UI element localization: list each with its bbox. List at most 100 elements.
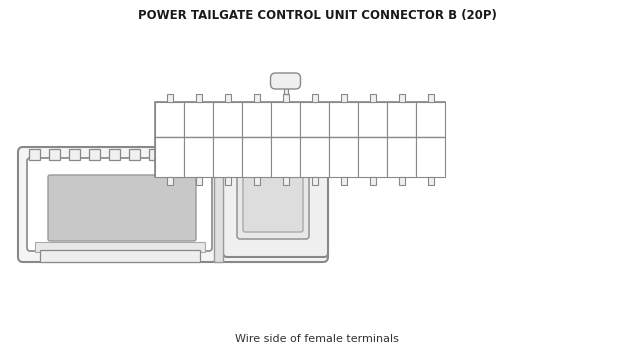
Bar bbox=[69, 149, 80, 160]
Bar bbox=[242, 137, 271, 177]
Bar bbox=[358, 102, 387, 137]
Bar bbox=[109, 149, 120, 160]
FancyBboxPatch shape bbox=[243, 176, 303, 232]
Text: 6: 6 bbox=[277, 105, 281, 114]
Bar bbox=[49, 149, 60, 160]
Text: GRY: GRY bbox=[305, 159, 324, 167]
Bar bbox=[370, 94, 375, 102]
Text: 17: 17 bbox=[245, 140, 255, 149]
Bar bbox=[399, 177, 404, 185]
Bar bbox=[399, 94, 404, 102]
Text: BLU: BLU bbox=[218, 159, 237, 167]
Bar bbox=[169, 149, 180, 160]
Text: GRN: GRN bbox=[189, 119, 209, 128]
FancyBboxPatch shape bbox=[237, 169, 309, 239]
Text: -: - bbox=[399, 159, 403, 167]
FancyBboxPatch shape bbox=[223, 149, 328, 257]
Text: 14: 14 bbox=[332, 140, 342, 149]
Text: WHT: WHT bbox=[274, 159, 297, 167]
Text: -: - bbox=[312, 119, 316, 128]
Bar bbox=[29, 149, 40, 160]
Text: 15: 15 bbox=[304, 140, 313, 149]
Bar bbox=[35, 242, 205, 252]
Bar bbox=[358, 137, 387, 177]
Text: 8: 8 bbox=[218, 105, 224, 114]
Text: LT
GRN: LT GRN bbox=[363, 154, 383, 172]
Bar bbox=[129, 149, 140, 160]
Bar bbox=[225, 94, 231, 102]
Bar bbox=[283, 86, 288, 94]
Text: 1: 1 bbox=[422, 105, 427, 114]
Text: 3: 3 bbox=[364, 105, 368, 114]
Bar bbox=[312, 94, 318, 102]
Bar bbox=[214, 147, 223, 262]
Bar bbox=[155, 137, 184, 177]
Bar bbox=[283, 94, 288, 102]
Text: POWER TAILGATE CONTROL UNIT CONNECTOR B (20P): POWER TAILGATE CONTROL UNIT CONNECTOR B … bbox=[138, 10, 497, 22]
Bar bbox=[416, 137, 445, 177]
Text: 13: 13 bbox=[361, 140, 371, 149]
Bar bbox=[427, 177, 434, 185]
Bar bbox=[166, 177, 173, 185]
Bar bbox=[340, 177, 347, 185]
Text: -: - bbox=[429, 119, 432, 128]
Text: 4: 4 bbox=[335, 105, 340, 114]
Bar bbox=[242, 102, 271, 137]
Text: WHT: WHT bbox=[159, 159, 180, 167]
Bar bbox=[329, 137, 358, 177]
Bar bbox=[329, 102, 358, 137]
Bar bbox=[196, 177, 201, 185]
Bar bbox=[340, 94, 347, 102]
Bar bbox=[387, 137, 416, 177]
Text: PNK: PNK bbox=[189, 159, 208, 167]
Bar bbox=[253, 177, 260, 185]
Bar bbox=[271, 102, 300, 137]
Bar bbox=[155, 102, 445, 177]
Text: 20: 20 bbox=[158, 140, 168, 149]
Text: 11: 11 bbox=[419, 140, 429, 149]
Bar bbox=[387, 102, 416, 137]
Bar bbox=[89, 149, 100, 160]
Text: WHT: WHT bbox=[333, 119, 354, 128]
Text: 2: 2 bbox=[392, 105, 398, 114]
Bar bbox=[300, 137, 329, 177]
Bar bbox=[427, 94, 434, 102]
Text: 7: 7 bbox=[248, 105, 253, 114]
Text: -: - bbox=[255, 119, 258, 128]
Text: 12: 12 bbox=[391, 140, 400, 149]
Bar bbox=[184, 102, 213, 137]
Bar bbox=[253, 94, 260, 102]
Bar bbox=[166, 94, 173, 102]
Text: 10: 10 bbox=[158, 105, 168, 114]
Bar bbox=[155, 102, 184, 137]
Bar bbox=[149, 149, 160, 160]
Bar bbox=[300, 102, 329, 137]
FancyBboxPatch shape bbox=[271, 73, 300, 89]
Bar bbox=[196, 94, 201, 102]
Bar bbox=[213, 137, 242, 177]
Bar bbox=[283, 177, 288, 185]
Text: RED: RED bbox=[247, 159, 266, 167]
Bar bbox=[184, 137, 213, 177]
Bar bbox=[312, 177, 318, 185]
FancyBboxPatch shape bbox=[18, 147, 328, 262]
Text: BLU: BLU bbox=[363, 119, 382, 128]
Bar bbox=[370, 177, 375, 185]
Text: 19: 19 bbox=[187, 140, 197, 149]
FancyBboxPatch shape bbox=[48, 175, 196, 241]
Text: 5: 5 bbox=[305, 105, 311, 114]
Bar bbox=[213, 102, 242, 137]
Text: 16: 16 bbox=[274, 140, 284, 149]
Text: Wire side of female terminals: Wire side of female terminals bbox=[235, 334, 399, 344]
Text: YEL: YEL bbox=[422, 159, 439, 167]
Bar bbox=[225, 177, 231, 185]
Text: BLU: BLU bbox=[161, 119, 178, 128]
FancyBboxPatch shape bbox=[27, 158, 212, 251]
FancyBboxPatch shape bbox=[253, 128, 291, 146]
Text: PUR: PUR bbox=[334, 159, 353, 167]
Text: 18: 18 bbox=[217, 140, 226, 149]
Bar bbox=[189, 149, 200, 160]
Text: PUR: PUR bbox=[276, 119, 295, 128]
Bar bbox=[40, 250, 200, 262]
Bar bbox=[416, 102, 445, 137]
